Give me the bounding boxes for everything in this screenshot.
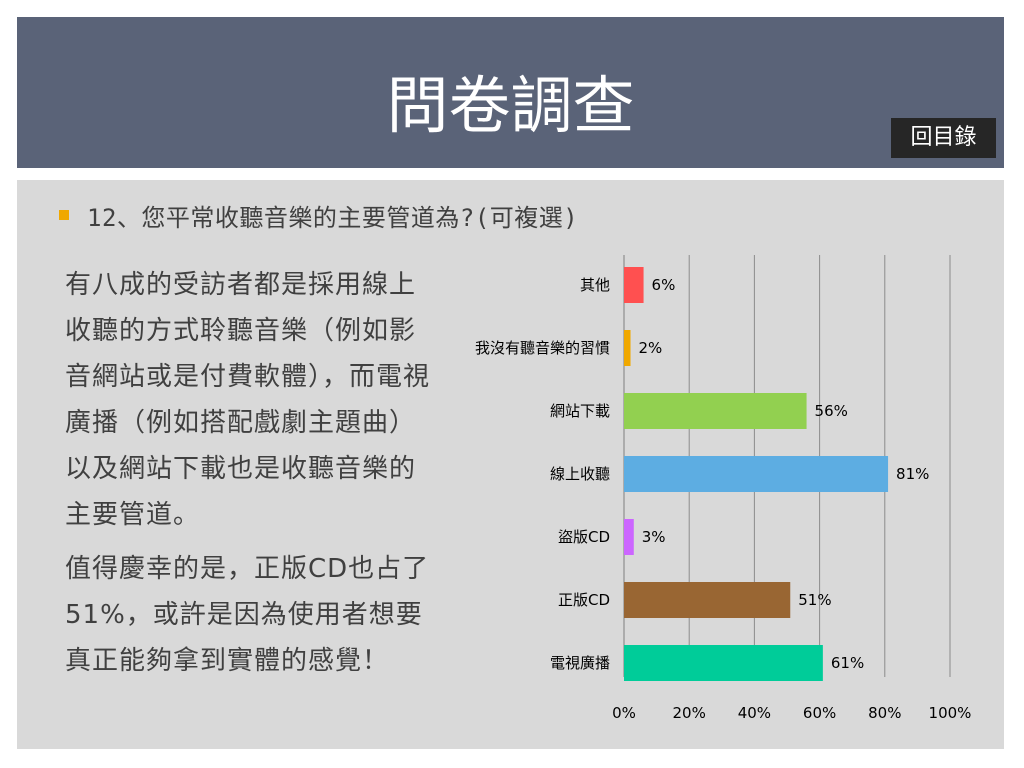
bullet-icon [59, 210, 69, 220]
page-title: 問卷調查 [386, 69, 635, 142]
x-tick-label: 20% [673, 704, 706, 722]
category-label: 正版CD [558, 591, 610, 609]
x-tick-label: 100% [929, 704, 972, 722]
title-banner: 問卷調查 回目錄 [17, 17, 1004, 168]
bar [624, 267, 644, 303]
data-label: 2% [639, 339, 663, 357]
x-tick-label: 80% [868, 704, 901, 722]
bar [624, 330, 631, 366]
data-label: 51% [798, 591, 831, 609]
category-label: 網站下載 [550, 402, 610, 420]
category-label: 我沒有聽音樂的習慣 [475, 339, 610, 357]
x-tick-label: 0% [612, 704, 636, 722]
summary-text: 有八成的受訪者都是採用線上收聽的方式聆聽音樂（例如影音網站或是付費軟體），而電視… [65, 262, 430, 692]
category-label: 電視廣播 [550, 654, 610, 672]
category-label: 其他 [580, 276, 610, 294]
bar [624, 519, 634, 555]
summary-paragraph-2: 值得慶幸的是，正版CD也占了51%，或許是因為使用者想要真正能夠拿到實體的感覺！ [65, 554, 430, 676]
bar [624, 645, 823, 681]
x-tick-label: 60% [803, 704, 836, 722]
x-tick-label: 40% [738, 704, 771, 722]
data-label: 6% [652, 276, 676, 294]
bar-chart: 0% 20% 40% 60% 80% 100% 其他 6% 我沒有聽音樂的習慣 2% 網站下載 56%… [475, 255, 972, 722]
category-label: 線上收聽 [550, 465, 610, 483]
question-text: 12、您平常收聽音樂的主要管道為?(可複選) [87, 204, 579, 232]
data-label: 61% [831, 654, 864, 672]
bar [624, 582, 791, 618]
bar [624, 456, 889, 492]
summary-paragraph-1: 有八成的受訪者都是採用線上收聽的方式聆聽音樂（例如影音網站或是付費軟體），而電視… [65, 270, 431, 530]
back-to-contents-button[interactable]: 回目錄 [891, 118, 996, 158]
content-panel: 12、您平常收聽音樂的主要管道為?(可複選) 有八成的受訪者都是採用線上收聽的方… [17, 180, 1004, 749]
data-label: 81% [896, 465, 929, 483]
data-label: 3% [642, 528, 666, 546]
bar [624, 393, 807, 429]
category-label: 盜版CD [558, 528, 610, 546]
data-label: 56% [815, 402, 848, 420]
